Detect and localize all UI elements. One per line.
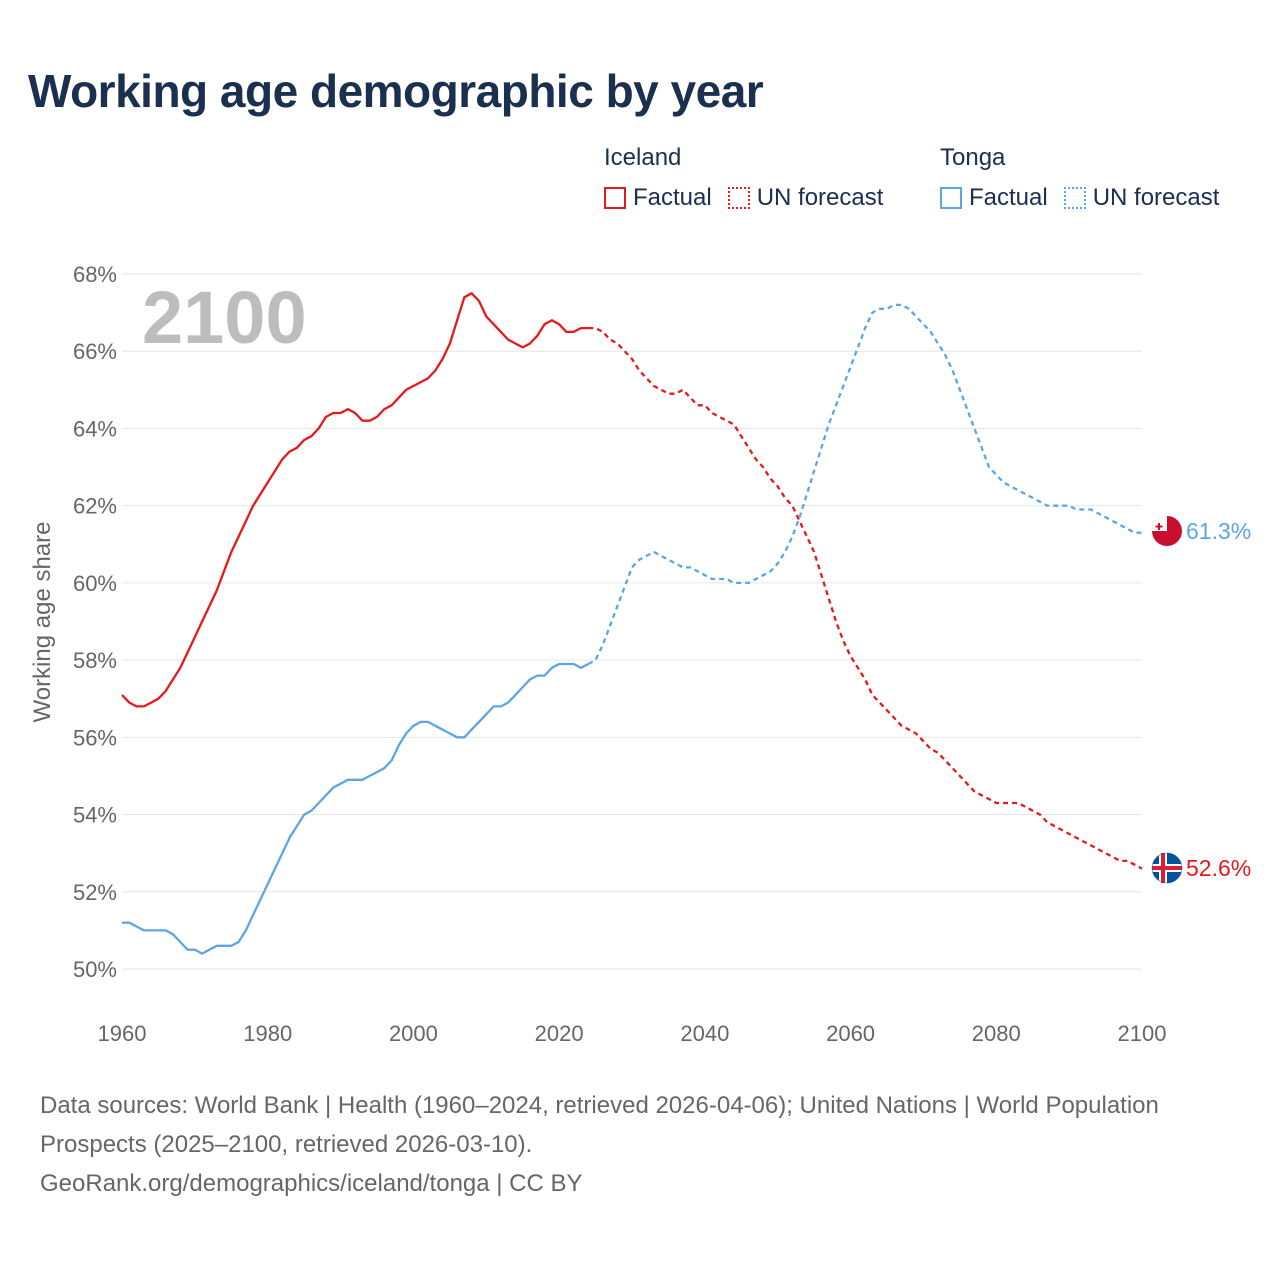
legend-group-iceland: Iceland Factual UN forecast [604, 144, 899, 212]
legend-swatch-tonga-factual [940, 187, 962, 209]
x-axis-ticks: 1960 1980 2000 2020 2040 2060 2080 2100 [98, 1021, 1167, 1046]
chart-title: Working age demographic by year [28, 65, 764, 117]
legend-swatch-iceland-factual [604, 187, 626, 209]
iceland-factual-line [121, 292, 589, 708]
legend-item-tonga-factual[interactable]: Factual [940, 184, 1048, 212]
x-tick-label: 2020 [535, 1021, 584, 1046]
legend-group-tonga: Tonga Factual UN forecast [940, 144, 1235, 212]
iceland-forecast-line [588, 326, 1143, 870]
data-sources-text: Data sources: World Bank | Health (1960–… [40, 1092, 1159, 1158]
legend-item-tonga-forecast[interactable]: UN forecast [1063, 184, 1220, 212]
legend-label-iceland-forecast: UN forecast [756, 184, 884, 211]
gridlines [122, 273, 1142, 970]
y-tick-label: 60% [73, 571, 117, 596]
line-chart: 50% 52% 54% 56% 58% 60% 62% 64% 66% 68% 1960 1980 2… [29, 262, 1251, 1046]
x-tick-label: 2000 [389, 1021, 438, 1046]
x-tick-label: 1960 [98, 1021, 147, 1046]
legend-swatch-tonga-forecast [1063, 187, 1086, 209]
tonga-end-value: 61.3% [1186, 518, 1251, 544]
y-tick-label: 52% [73, 880, 117, 905]
legend-country-tonga: Tonga [940, 144, 1006, 171]
y-tick-label: 66% [73, 339, 117, 364]
y-tick-label: 58% [73, 648, 117, 673]
legend-swatch-iceland-forecast [727, 187, 750, 209]
y-tick-label: 68% [73, 262, 117, 287]
end-markers: 61.3% 52.6% [1151, 516, 1251, 884]
legend-label-tonga-forecast: UN forecast [1092, 184, 1220, 211]
legend-country-iceland: Iceland [604, 144, 682, 171]
x-tick-label: 2040 [680, 1021, 729, 1046]
y-axis-ticks: 50% 52% 54% 56% 58% 60% 62% 64% 66% 68% [73, 262, 117, 982]
x-tick-label: 2080 [972, 1021, 1021, 1046]
legend-label-iceland-factual: Factual [633, 184, 712, 211]
legend-item-iceland-factual[interactable]: Factual [604, 184, 712, 212]
x-tick-label: 2060 [826, 1021, 875, 1046]
y-tick-label: 64% [73, 416, 117, 441]
legend-label-tonga-factual: Factual [969, 184, 1048, 211]
y-tick-label: 54% [73, 803, 117, 828]
iceland-flag-icon [1151, 852, 1183, 884]
tonga-flag-icon [1152, 516, 1182, 546]
tonga-forecast-line [587, 303, 1142, 666]
footer: Data sources: World Bank | Health (1960–… [40, 1086, 1220, 1203]
legend-item-iceland-forecast[interactable]: UN forecast [727, 184, 884, 212]
iceland-end-value: 52.6% [1186, 855, 1251, 881]
y-tick-label: 50% [73, 957, 117, 982]
tonga-factual-line [122, 662, 589, 955]
y-tick-label: 56% [73, 725, 117, 750]
source-link[interactable]: GeoRank.org/demographics/iceland/tonga |… [40, 1170, 583, 1197]
year-label: 2100 [142, 276, 307, 359]
y-tick-label: 62% [73, 494, 117, 519]
x-tick-label: 1980 [243, 1021, 292, 1046]
series-lines [121, 292, 1143, 955]
x-tick-label: 2100 [1118, 1021, 1167, 1046]
y-axis-label: Working age share [29, 522, 56, 723]
